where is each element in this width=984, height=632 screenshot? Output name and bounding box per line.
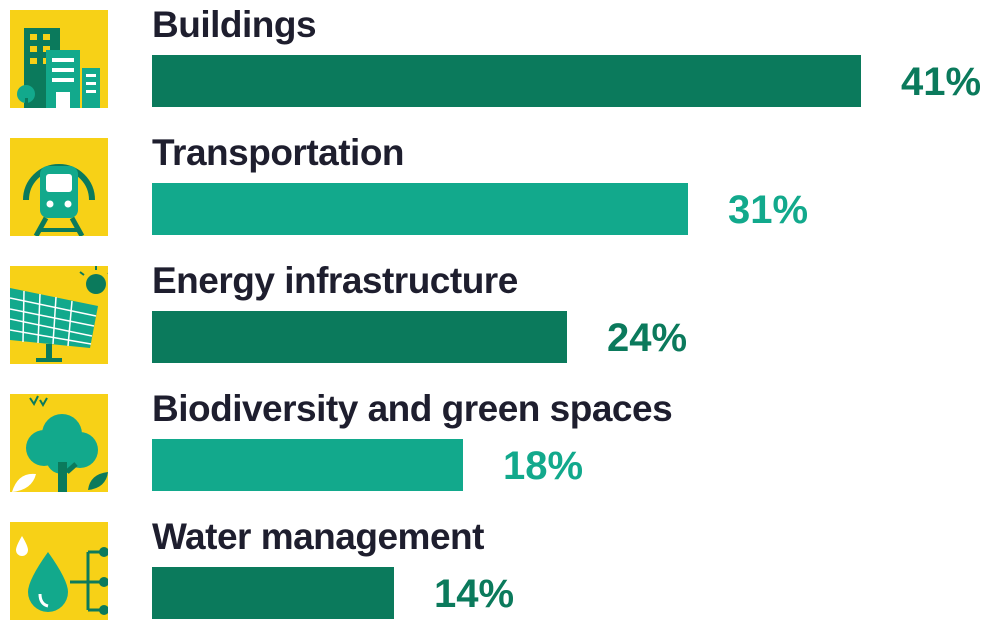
bar	[152, 567, 394, 619]
bar	[152, 183, 688, 235]
bar-row: Transportation 31%	[0, 132, 984, 248]
category-label: Energy infrastructure	[152, 260, 518, 301]
bar	[152, 55, 861, 107]
solar-panel-icon	[10, 266, 108, 364]
bar-row: Biodiversity and green spaces 18%	[0, 388, 984, 504]
water-drop-icon	[10, 522, 108, 620]
bar-row: Water management 14%	[0, 516, 984, 632]
category-label: Buildings	[152, 4, 317, 45]
category-label: Biodiversity and green spaces	[152, 388, 673, 429]
buildings-icon	[10, 10, 108, 108]
bar-row: Buildings 41%	[0, 4, 984, 120]
value-label: 31%	[728, 188, 809, 232]
bar-row: Energy infrastructure 24%	[0, 260, 984, 376]
value-label: 41%	[901, 60, 982, 104]
value-label: 24%	[607, 316, 688, 360]
category-label: Water management	[152, 516, 484, 557]
train-icon	[10, 138, 108, 236]
value-label: 18%	[503, 444, 584, 488]
tree-icon	[10, 394, 108, 492]
value-label: 14%	[434, 572, 515, 616]
category-label: Transportation	[152, 132, 405, 173]
bar	[152, 311, 567, 363]
bar	[152, 439, 463, 491]
